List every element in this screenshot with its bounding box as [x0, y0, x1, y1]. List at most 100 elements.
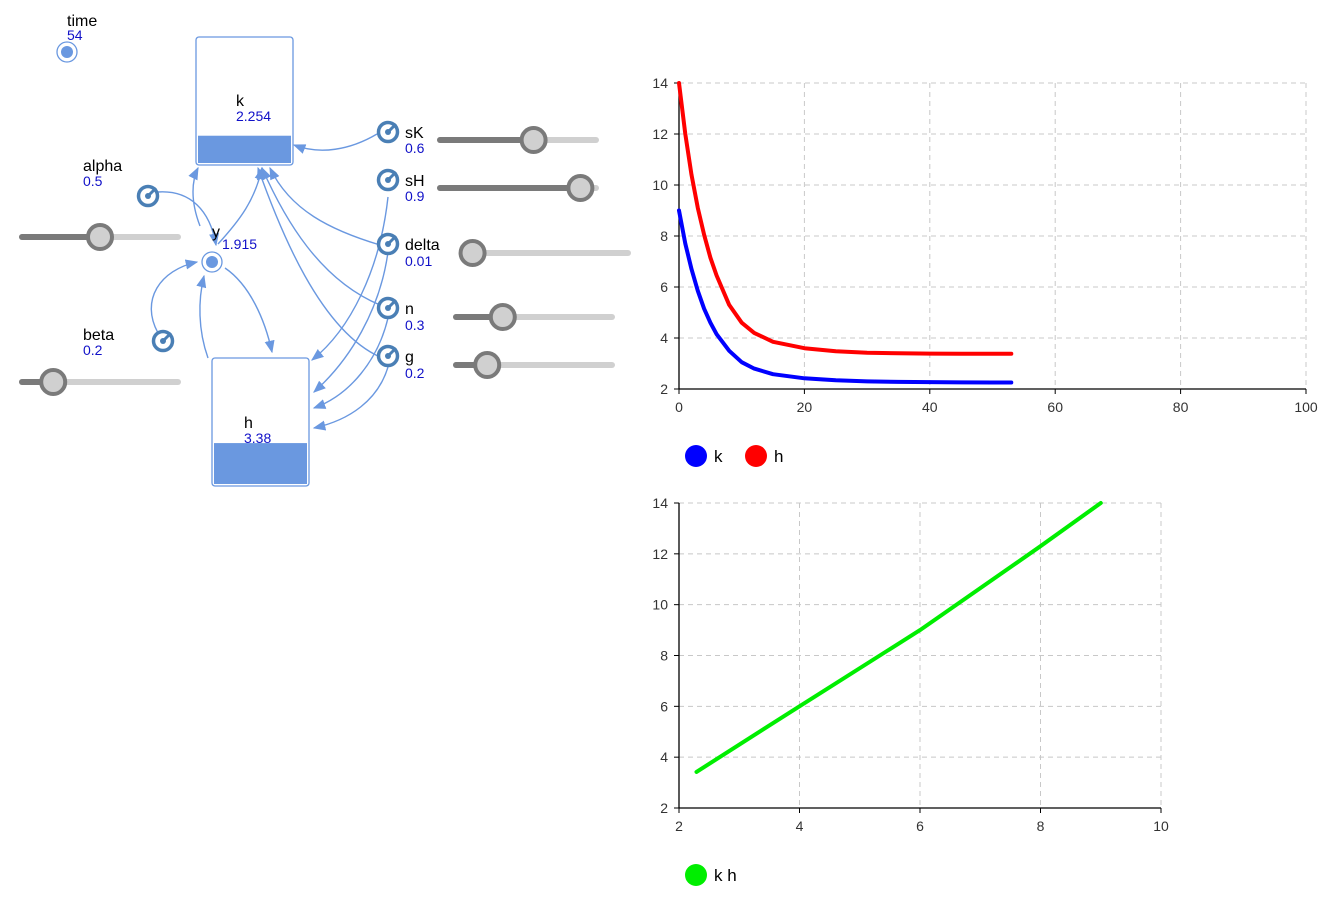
param-label: g [405, 349, 414, 366]
legend-label: k [714, 447, 723, 466]
x-tick-label: 2 [675, 818, 683, 834]
converter-gauge-icon [376, 344, 400, 368]
variable-value: 1.915 [222, 236, 257, 252]
x-tick-label: 100 [1294, 399, 1318, 415]
y-tick-label: 10 [652, 177, 668, 193]
stock-h[interactable]: h 3.38 [211, 357, 310, 487]
link-n-h [312, 317, 389, 409]
y-tick-label: 12 [652, 126, 668, 142]
converter-gauge-icon [151, 329, 175, 353]
link-delta-h [313, 251, 389, 393]
x-tick-label: 80 [1173, 399, 1189, 415]
param-value: 0.5 [83, 173, 103, 189]
param-slider[interactable] [19, 368, 181, 396]
converter-gauge-icon [376, 232, 400, 256]
y-tick-label: 2 [660, 800, 668, 816]
variable-y[interactable]: y 1.915 [201, 224, 257, 273]
legend-swatch [685, 864, 707, 886]
param-slider[interactable] [437, 126, 599, 154]
series-line-k-h [694, 501, 1103, 774]
param-sH[interactable]: sH0.9 [376, 168, 599, 205]
y-tick-label: 4 [660, 749, 668, 765]
slider-handle[interactable] [519, 126, 548, 154]
converter-gauge-icon [376, 296, 400, 320]
slider-handle[interactable] [458, 239, 487, 267]
link-g-k [257, 166, 381, 358]
stock-label: h [244, 415, 253, 432]
link-g-h [312, 366, 389, 431]
param-value: 0.2 [405, 365, 425, 381]
slider-handle[interactable] [488, 303, 517, 331]
stock-value: 3.38 [244, 430, 271, 446]
x-tick-label: 0 [675, 399, 683, 415]
param-sK[interactable]: sK0.6 [376, 120, 599, 157]
y-tick-label: 6 [660, 698, 668, 714]
grid [679, 502, 1162, 808]
link-n-k [261, 166, 381, 306]
x-tick-label: 40 [922, 399, 938, 415]
param-slider[interactable] [453, 303, 615, 331]
x-tick-label: 6 [916, 818, 924, 834]
link-beta-y [150, 259, 199, 334]
stock-value: 2.254 [236, 108, 271, 124]
param-label: n [405, 301, 414, 318]
time-series-chart: 0 20 40 60 80 100 2 4 6 8 10 12 14 k h [652, 75, 1318, 467]
y-tick-label: 6 [660, 279, 668, 295]
legend-swatch [685, 445, 707, 467]
link-sk-k [292, 133, 378, 154]
legend-swatch [745, 445, 767, 467]
link-alpha-y [157, 191, 220, 247]
link-sh-h [311, 196, 389, 361]
time-indicator[interactable]: time 54 [56, 13, 97, 63]
legend-item[interactable]: h [745, 445, 783, 467]
stock-k[interactable]: k 2.254 [195, 36, 294, 166]
param-value: 0.2 [83, 342, 103, 358]
y-tick-label: 14 [652, 495, 668, 511]
link-delta-k [269, 166, 381, 246]
links [150, 133, 389, 431]
legend-label: h [774, 447, 783, 466]
param-slider[interactable] [453, 351, 615, 379]
legend-label: k h [714, 866, 737, 885]
x-tick-label: 20 [797, 399, 813, 415]
series-line-h [677, 81, 1014, 356]
converter-gauge-icon [376, 168, 400, 192]
param-n[interactable]: n0.3 [376, 296, 615, 334]
time-label: time [67, 13, 97, 30]
param-value: 0.01 [405, 253, 432, 269]
param-slider[interactable] [458, 239, 631, 267]
param-label: sH [405, 173, 425, 190]
series-line-k [677, 208, 1014, 385]
legend-item[interactable]: k [685, 445, 723, 467]
x-tick-label: 60 [1047, 399, 1063, 415]
slider-handle[interactable] [566, 174, 595, 202]
link-y-h [224, 267, 275, 354]
param-label: delta [405, 237, 440, 254]
slider-handle[interactable] [39, 368, 68, 396]
y-tick-label: 8 [660, 648, 668, 664]
parameters: sK0.6sH0.9delta0.01n0.3g0.2alpha0.5beta0… [19, 120, 631, 396]
param-label: sK [405, 125, 424, 142]
x-tick-label: 10 [1153, 818, 1169, 834]
variable-label: y [212, 224, 220, 241]
slider-handle[interactable] [473, 351, 502, 379]
param-slider[interactable] [437, 174, 599, 202]
param-value: 0.3 [405, 317, 425, 333]
slider-handle[interactable] [86, 223, 114, 251]
link-k-y [217, 166, 265, 245]
link-h-y [196, 274, 209, 359]
time-value: 54 [67, 27, 83, 43]
param-g[interactable]: g0.2 [376, 344, 615, 382]
legend-item[interactable]: k h [685, 864, 737, 886]
x-tick-label: 8 [1037, 818, 1045, 834]
param-slider[interactable] [19, 223, 181, 251]
param-value: 0.9 [405, 188, 425, 204]
y-tick-label: 4 [660, 330, 668, 346]
stock-level [198, 135, 291, 163]
converter-gauge-icon [136, 184, 160, 208]
y-tick-label: 12 [652, 546, 668, 562]
